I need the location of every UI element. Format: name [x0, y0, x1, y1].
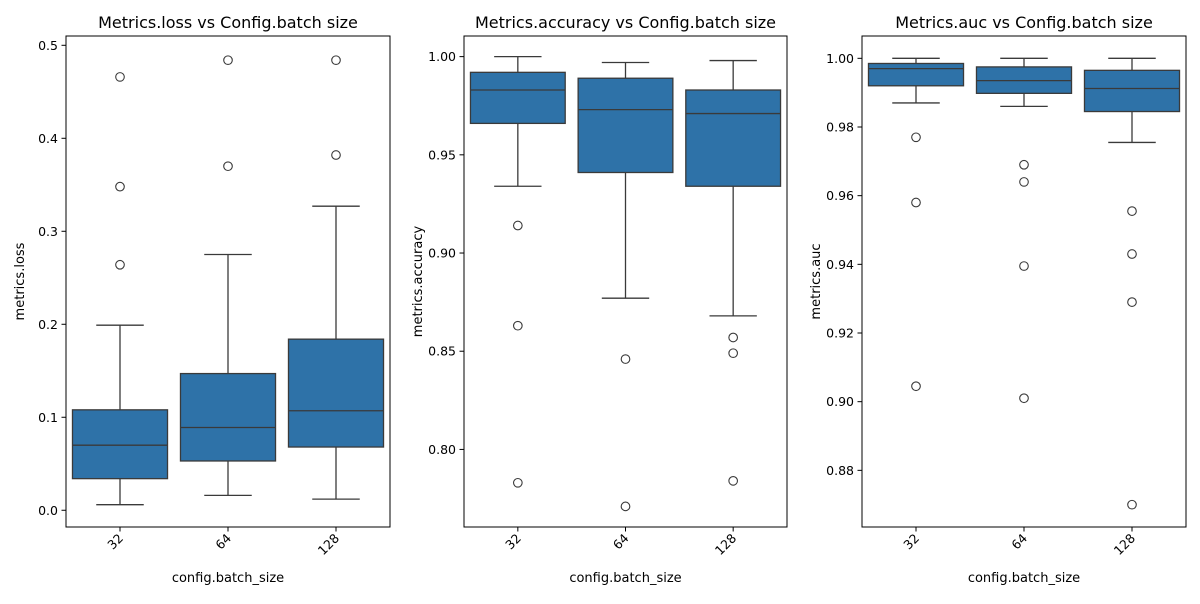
x-tick-label: 64: [1008, 530, 1030, 552]
outlier-point: [512, 477, 523, 488]
y-tick-label: 0.85: [428, 344, 456, 359]
outlier-point: [115, 181, 125, 192]
x-tick-label: 64: [610, 530, 632, 552]
outlier-point: [1019, 393, 1029, 404]
y-tick-label: 0.96: [826, 188, 854, 203]
outlier-point: [1127, 249, 1137, 259]
outlier-point: [911, 381, 921, 392]
y-axis-label: metrics.accuracy: [411, 225, 426, 337]
box-iqr: [1083, 69, 1181, 113]
outlier-point: [1127, 206, 1137, 216]
outlier-point: [1019, 261, 1029, 271]
outlier-point: [223, 161, 233, 172]
box-iqr: [685, 89, 782, 187]
y-tick-label: 0.90: [428, 246, 456, 261]
y-tick-label: 0.1: [38, 410, 58, 425]
y-tick-label: 0.0: [38, 503, 58, 518]
y-tick-label: 0.95: [428, 147, 456, 162]
x-axis-label: config.batch_size: [968, 571, 1080, 586]
box-iqr: [469, 71, 566, 125]
box-32: [469, 55, 566, 488]
x-tick-label: 32: [502, 531, 524, 553]
chart-panel-1: 0.0 0.1 0.2 0.3 0.4 0.5 32 64 128 Metrics.loss vs…: [13, 13, 391, 586]
outlier-point: [911, 132, 921, 143]
outlier-point: [620, 501, 631, 512]
outlier-point: [1019, 177, 1029, 187]
outlier-point: [223, 55, 233, 66]
x-tick-label: 64: [212, 530, 234, 552]
y-axis-label: metrics.auc: [809, 243, 824, 319]
outlier-point: [331, 55, 341, 66]
y-tick-label: 0.92: [826, 326, 854, 341]
outlier-point: [512, 320, 523, 331]
y-tick-label: 0.98: [826, 119, 854, 134]
y-tick-label: 0.94: [826, 257, 854, 272]
y-tick-label: 0.80: [428, 442, 456, 457]
y-tick-label: 0.4: [38, 131, 58, 146]
chart-title: Metrics.accuracy vs Config.batch size: [475, 13, 776, 32]
chart-panel-2: 0.80 0.85 0.90 0.95 1.00 32 64 128 Metrics.accur…: [411, 13, 788, 586]
outlier-point: [1127, 297, 1137, 307]
box-64: [975, 57, 1073, 404]
outlier-point: [620, 354, 631, 364]
y-tick-label: 0.90: [826, 394, 854, 409]
box-iqr: [577, 77, 674, 174]
chart-panel-3: 0.88 0.90 0.92 0.94 0.96 0.98 1.00 32 64 128 Metri…: [809, 13, 1187, 586]
box-iqr: [179, 372, 277, 462]
y-tick-label: 0.2: [38, 317, 58, 332]
outlier-point: [728, 348, 739, 359]
x-axis-label: config.batch_size: [172, 571, 284, 586]
outlier-point: [728, 475, 739, 486]
box-64: [577, 61, 674, 512]
outlier-point: [115, 259, 125, 270]
x-axis-label: config.batch_size: [569, 571, 681, 586]
outlier-point: [728, 332, 739, 343]
chart-title: Metrics.auc vs Config.batch size: [895, 13, 1153, 32]
outlier-point: [1019, 159, 1029, 170]
y-tick-label: 0.5: [38, 38, 58, 53]
x-tick-label: 32: [104, 531, 126, 553]
outlier-point: [1127, 499, 1137, 510]
box-64: [179, 55, 277, 497]
box-32: [867, 57, 965, 392]
y-tick-label: 1.00: [428, 49, 456, 64]
box-128: [1083, 57, 1181, 510]
outlier-point: [115, 72, 125, 82]
outlier-point: [911, 197, 921, 208]
x-tick-label: 128: [712, 530, 740, 558]
y-tick-label: 1.00: [826, 51, 854, 66]
y-tick-label: 0.88: [826, 463, 854, 478]
box-iqr: [867, 62, 965, 87]
x-tick-label: 128: [1111, 530, 1139, 558]
chart-title: Metrics.loss vs Config.batch size: [98, 13, 358, 32]
outlier-point: [512, 220, 523, 231]
x-tick-label: 32: [900, 531, 922, 553]
y-axis-label: metrics.loss: [13, 242, 28, 320]
box-iqr: [287, 338, 385, 448]
box-128: [685, 59, 782, 486]
box-32: [71, 72, 169, 506]
box-128: [287, 55, 385, 500]
outlier-point: [331, 150, 341, 160]
x-tick-label: 128: [315, 530, 343, 558]
y-tick-label: 0.3: [38, 224, 58, 239]
box-iqr: [71, 409, 169, 480]
